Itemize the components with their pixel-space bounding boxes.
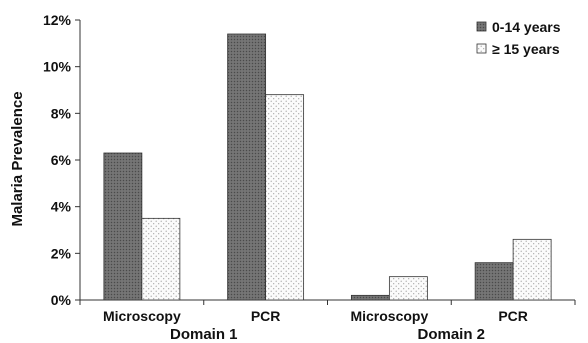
bars [103, 33, 552, 301]
x-category-label: PCR [498, 308, 528, 324]
legend: 0-14 years ≥ 15 years [476, 19, 561, 57]
legend-label: ≥ 15 years [492, 41, 560, 57]
bar-age-0-14 [474, 262, 514, 301]
legend-swatch [476, 43, 487, 54]
bar-age-15-plus [512, 238, 552, 301]
y-tick-label: 4% [51, 199, 72, 215]
bar-age-0-14 [350, 294, 390, 301]
y-tick-label: 8% [51, 105, 72, 121]
y-tick-label: 10% [43, 59, 72, 75]
y-axis-title: Malaria Prevalence [9, 91, 26, 226]
bar-age-15-plus [388, 276, 428, 301]
y-tick-label: 2% [51, 245, 72, 261]
x-group-label: Domain 1 [170, 326, 238, 343]
x-category-label: Microscopy [103, 308, 181, 324]
bar-age-0-14 [103, 152, 143, 301]
bar-age-15-plus [265, 94, 305, 301]
legend-swatch [476, 21, 487, 32]
bar-age-15-plus [141, 217, 181, 301]
bar-age-0-14 [227, 33, 267, 301]
y-tick-label: 0% [51, 292, 72, 308]
y-tick-label: 6% [51, 152, 72, 168]
legend-label: 0-14 years [492, 19, 561, 35]
x-group-label: Domain 2 [417, 326, 485, 343]
x-category-label: Microscopy [350, 308, 428, 324]
y-tick-label: 12% [43, 12, 72, 28]
axis-labels: 0% 2% 4% 6% 8% 10% 12% Microscopy PCR Microscopy P… [43, 12, 528, 343]
x-category-label: PCR [251, 308, 281, 324]
